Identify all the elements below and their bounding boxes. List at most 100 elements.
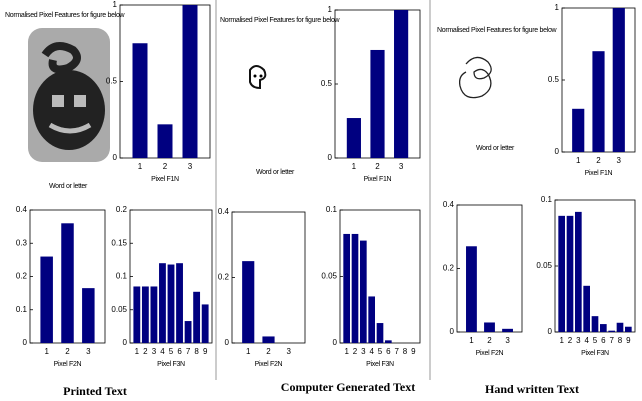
x-tick-label: 1 [559, 336, 564, 345]
bar [360, 241, 367, 343]
x-tick-label: 5 [378, 347, 383, 356]
x-tick-label: 2 [266, 347, 271, 356]
bar [368, 296, 375, 343]
x-axis-label: Pixel F1N [151, 176, 179, 183]
x-tick-label: 3 [505, 336, 510, 345]
image-label: Word or letter [49, 183, 88, 190]
bar [625, 327, 632, 332]
y-tick-label: 0.2 [116, 205, 128, 214]
y-tick-label: 0 [328, 153, 333, 162]
y-tick-label: 0.4 [16, 205, 28, 214]
bar [558, 216, 565, 332]
y-tick-label: 0.4 [218, 207, 230, 216]
bar [575, 212, 582, 332]
y-tick-label: 0.2 [16, 272, 28, 281]
bar [183, 5, 198, 158]
bar [484, 322, 495, 332]
y-tick-label: 0 [23, 338, 28, 347]
caption: Normalised Pixel Features for figure bel… [437, 27, 558, 34]
bar [608, 331, 615, 332]
y-tick-label: 0.05 [536, 261, 552, 270]
bar [61, 223, 74, 343]
x-tick-label: 1 [246, 347, 251, 356]
x-tick-label: 1 [135, 347, 140, 356]
x-tick-label: 3 [152, 347, 157, 356]
panel-label: Hand written Text [485, 382, 579, 396]
bar [82, 288, 95, 343]
bar [142, 286, 149, 343]
bar [377, 323, 384, 343]
x-tick-label: 1 [576, 156, 581, 165]
x-tick-label: 8 [194, 347, 199, 356]
x-tick-label: 3 [361, 347, 366, 356]
x-tick-label: 3 [617, 156, 622, 165]
y-tick-label: 1 [113, 0, 118, 9]
y-tick-label: 0 [123, 338, 128, 347]
x-tick-label: 6 [601, 336, 606, 345]
x-tick-label: 6 [177, 347, 182, 356]
x-tick-label: 1 [344, 347, 349, 356]
bar [158, 124, 173, 158]
bar [262, 336, 274, 343]
bar [168, 265, 175, 343]
bar [40, 257, 53, 343]
y-tick-label: 0.4 [443, 200, 455, 209]
panel-label: Computer Generated Text [281, 380, 415, 394]
bar [185, 321, 192, 343]
x-tick-label: 1 [44, 347, 49, 356]
caption: Normalised Pixel Features for figure bel… [220, 17, 341, 24]
x-tick-label: 3 [576, 336, 581, 345]
y-tick-label: 0 [555, 147, 560, 156]
x-tick-label: 3 [399, 162, 404, 171]
x-axis-label: Pixel F1N [585, 170, 613, 177]
computer-image [250, 66, 265, 88]
y-tick-label: 0 [333, 338, 338, 347]
y-tick-label: 0 [450, 327, 455, 336]
y-tick-label: 1 [555, 3, 560, 12]
x-tick-label: 8 [403, 347, 408, 356]
x-axis-label: Pixel F3N [157, 361, 185, 368]
x-tick-label: 3 [86, 347, 91, 356]
y-tick-label: 0.15 [111, 238, 127, 247]
figure: Normalised Pixel Features for figure bel… [0, 0, 642, 401]
x-tick-label: 8 [618, 336, 623, 345]
x-axis-label: Pixel F3N [581, 350, 609, 357]
bar [133, 286, 140, 343]
printed-image [28, 28, 110, 162]
bar [347, 118, 361, 158]
x-tick-label: 6 [386, 347, 391, 356]
bar [242, 261, 254, 343]
x-tick-label: 3 [287, 347, 292, 356]
bar [592, 316, 599, 332]
x-tick-label: 2 [596, 156, 601, 165]
x-tick-label: 2 [568, 336, 573, 345]
x-tick-label: 2 [487, 336, 492, 345]
x-tick-label: 2 [353, 347, 358, 356]
x-tick-label: 5 [169, 347, 174, 356]
bar [133, 43, 148, 158]
x-tick-label: 9 [626, 336, 631, 345]
y-tick-label: 0.5 [548, 75, 560, 84]
bar [617, 323, 624, 332]
bar [343, 234, 350, 343]
y-tick-label: 0 [548, 327, 553, 336]
x-tick-label: 1 [469, 336, 474, 345]
y-tick-label: 1 [328, 5, 333, 14]
y-tick-label: 0.1 [116, 272, 128, 281]
x-tick-label: 9 [203, 347, 208, 356]
x-tick-label: 7 [186, 347, 191, 356]
bar [385, 340, 392, 343]
x-tick-label: 5 [593, 336, 598, 345]
bar [613, 8, 625, 152]
y-tick-label: 0 [113, 153, 118, 162]
image-label: Word or letter [476, 145, 515, 152]
y-tick-label: 0.05 [321, 272, 337, 281]
x-tick-label: 3 [188, 162, 193, 171]
x-tick-label: 4 [584, 336, 589, 345]
bar [583, 286, 590, 332]
y-tick-label: 0.05 [111, 305, 127, 314]
bar [600, 324, 607, 332]
x-tick-label: 2 [163, 162, 168, 171]
bar [370, 50, 384, 158]
bar [176, 263, 183, 343]
